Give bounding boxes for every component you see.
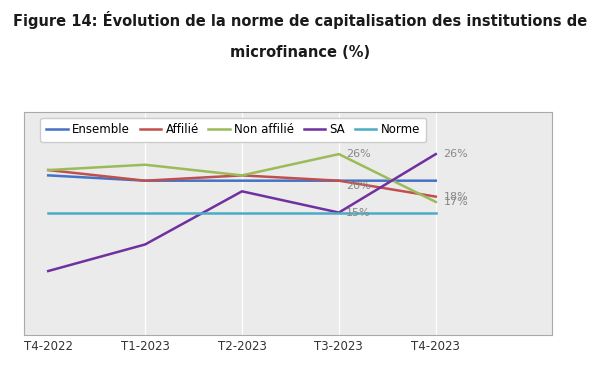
Text: 20%: 20% bbox=[346, 181, 370, 191]
Text: microfinance (%): microfinance (%) bbox=[230, 45, 370, 60]
Text: 26%: 26% bbox=[443, 149, 468, 159]
Legend: Ensemble, Affilié, Non affilié, SA, Norme: Ensemble, Affilié, Non affilié, SA, Norm… bbox=[40, 118, 426, 142]
Text: 17%: 17% bbox=[443, 197, 468, 207]
Text: Figure 14: Évolution de la norme de capitalisation des institutions de: Figure 14: Évolution de la norme de capi… bbox=[13, 11, 587, 29]
Text: 15%: 15% bbox=[346, 208, 370, 218]
Text: 18%: 18% bbox=[443, 192, 468, 202]
Text: 26%: 26% bbox=[346, 149, 370, 159]
